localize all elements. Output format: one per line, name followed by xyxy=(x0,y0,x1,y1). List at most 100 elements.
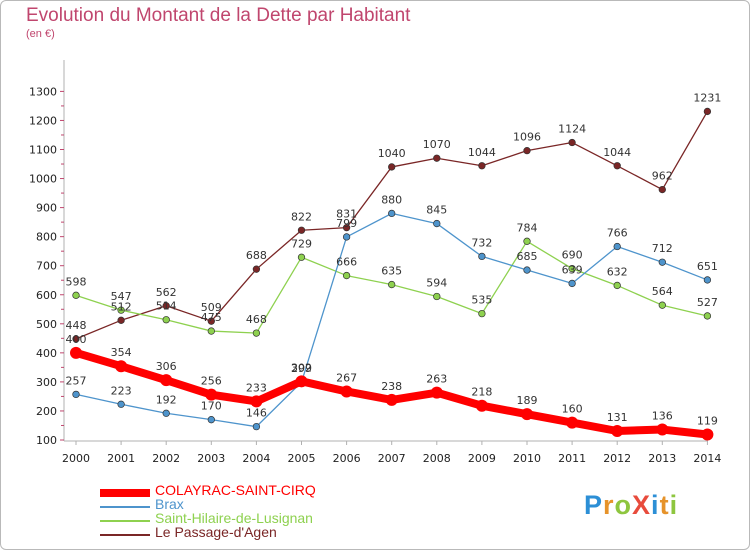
data-point xyxy=(433,219,441,228)
y-tick-label: 900 xyxy=(36,202,57,215)
x-tick-label: 2011 xyxy=(558,452,586,465)
data-label: 160 xyxy=(562,403,583,416)
proxiti-logo: ProXiti xyxy=(584,490,678,521)
data-point xyxy=(478,309,486,318)
y-tick-label: 1000 xyxy=(29,173,57,186)
data-point xyxy=(207,317,215,325)
data-point xyxy=(703,312,712,320)
data-point xyxy=(430,386,443,399)
data-label: 468 xyxy=(246,313,267,326)
data-label: 732 xyxy=(471,236,492,249)
x-tick-label: 2003 xyxy=(197,452,225,465)
data-label: 223 xyxy=(111,384,132,397)
y-tick-label: 1100 xyxy=(29,144,57,157)
data-label: 189 xyxy=(517,394,538,407)
data-label: 880 xyxy=(381,193,402,206)
x-tick-label: 2005 xyxy=(288,452,316,465)
data-point xyxy=(252,329,261,337)
data-point xyxy=(252,422,261,431)
data-label: 594 xyxy=(426,276,447,289)
legend-swatch xyxy=(100,489,150,497)
x-tick-label: 2013 xyxy=(648,452,676,465)
data-point xyxy=(70,346,82,359)
legend-item: Saint-Hilaire-de-Lusignan xyxy=(100,510,420,527)
data-label: 256 xyxy=(201,375,222,388)
data-point xyxy=(205,388,218,401)
data-point xyxy=(117,400,125,408)
data-label: 238 xyxy=(381,380,402,393)
data-point xyxy=(656,423,669,436)
data-label: 831 xyxy=(336,208,357,221)
data-label: 131 xyxy=(607,411,628,424)
data-point xyxy=(521,408,533,421)
data-point xyxy=(701,428,714,441)
x-tick-label: 2004 xyxy=(242,452,270,465)
data-point xyxy=(568,264,576,273)
data-label: 1040 xyxy=(378,147,406,160)
data-label: 962 xyxy=(652,170,673,183)
data-label: 598 xyxy=(66,275,87,288)
data-label: 729 xyxy=(291,237,312,250)
logo-letter: i xyxy=(669,490,679,520)
data-label: 690 xyxy=(562,249,583,262)
x-tick-label: 2010 xyxy=(513,452,541,465)
data-label: 712 xyxy=(652,242,673,255)
data-label: 822 xyxy=(291,210,312,223)
legend-label: Saint-Hilaire-de-Lusignan xyxy=(155,510,313,526)
data-point xyxy=(433,154,441,162)
data-label: 299 xyxy=(291,362,312,375)
data-point xyxy=(342,271,351,280)
data-label: 136 xyxy=(652,410,673,423)
data-label: 1231 xyxy=(693,91,721,104)
data-point xyxy=(297,226,306,234)
data-point xyxy=(342,223,351,232)
data-point xyxy=(475,399,488,412)
y-tick-label: 700 xyxy=(36,260,57,273)
data-point xyxy=(523,147,531,155)
data-label: 564 xyxy=(652,285,673,298)
data-label: 400 xyxy=(66,333,87,346)
y-tick-label: 200 xyxy=(36,405,57,418)
data-label: 170 xyxy=(201,400,222,413)
legend-label: Brax xyxy=(155,496,184,512)
data-point xyxy=(523,266,531,274)
legend-swatch xyxy=(100,534,150,536)
y-tick-label: 800 xyxy=(36,231,57,244)
logo-letter: t xyxy=(659,490,670,520)
legend-item: COLAYRAC-SAINT-CIRQ xyxy=(100,482,420,499)
legend-item: Brax xyxy=(100,496,420,513)
logo-letter: r xyxy=(603,490,615,520)
data-label: 666 xyxy=(336,256,357,269)
data-point xyxy=(568,279,576,288)
data-point xyxy=(252,265,261,273)
x-tick-label: 2006 xyxy=(333,452,361,465)
data-label: 651 xyxy=(697,260,718,273)
data-point xyxy=(162,302,170,310)
x-tick-label: 2001 xyxy=(107,452,135,465)
series-saint-hilaire-de-lusignan xyxy=(72,237,712,337)
data-label: 233 xyxy=(246,381,267,394)
data-point xyxy=(658,258,666,266)
x-tick-label: 2012 xyxy=(603,452,631,465)
data-point xyxy=(613,281,621,290)
data-label: 514 xyxy=(156,300,177,313)
data-point xyxy=(566,416,579,429)
x-tick-label: 2008 xyxy=(423,452,451,465)
data-point xyxy=(160,374,173,387)
data-label: 1096 xyxy=(513,131,541,144)
data-point xyxy=(72,390,80,399)
data-point xyxy=(207,416,215,424)
x-tick-label: 2014 xyxy=(693,452,721,465)
data-label: 475 xyxy=(201,311,222,324)
y-tick-label: 400 xyxy=(36,347,57,360)
data-point xyxy=(478,252,486,261)
logo-letter: X xyxy=(632,490,652,520)
y-tick-label: 300 xyxy=(36,376,57,389)
chart-title: Evolution du Montant de la Dette par Hab… xyxy=(26,5,411,26)
data-label: 257 xyxy=(66,374,87,387)
data-point xyxy=(117,316,125,324)
series-brax xyxy=(72,209,712,431)
series-le-passage-d-agen xyxy=(72,107,712,343)
data-label: 146 xyxy=(246,407,267,420)
data-point xyxy=(207,327,215,335)
